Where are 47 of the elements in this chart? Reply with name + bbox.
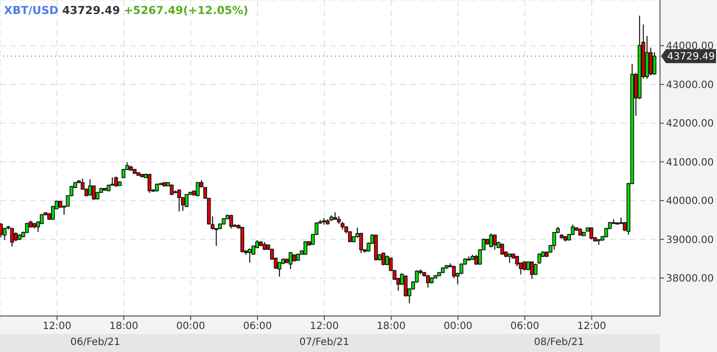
x-tick-label: 06:00 <box>243 321 272 332</box>
text: 06/Feb/21 <box>69 337 122 348</box>
chart-title: XBT/USD <box>4 4 58 17</box>
ref-line-label: 43729.49 <box>667 52 715 63</box>
x-tick-label: 12:00 <box>42 321 72 332</box>
x-tick-label: 00:00 <box>444 321 472 332</box>
x-tick-label: 12:00 <box>577 321 606 332</box>
candlestick <box>500 243 504 256</box>
candlestick <box>288 252 292 270</box>
candlestick <box>184 194 188 208</box>
candlestick <box>534 263 538 276</box>
x-tick-label: 18:00 <box>376 321 406 332</box>
candlestick <box>92 184 96 200</box>
candlestick <box>381 252 386 266</box>
y-tick-label: 43000.00 <box>666 80 714 91</box>
candlestick <box>10 227 14 248</box>
candlestick <box>148 173 152 194</box>
candlestick <box>489 232 493 248</box>
candlestick <box>2 227 7 241</box>
text: 07/Feb/21 <box>298 337 350 348</box>
x-tick-label: 06:00 <box>510 321 540 332</box>
y-tick-label: 40000.00 <box>666 196 714 208</box>
text: 08/Feb/21 <box>533 337 585 348</box>
candlestick <box>492 234 497 250</box>
candlestick <box>304 240 308 256</box>
candlestick <box>51 205 55 220</box>
candlestick <box>177 188 182 212</box>
candlestick <box>652 52 656 76</box>
x-tick-label: 18:00 <box>109 321 138 332</box>
candlestick <box>196 182 200 197</box>
candlestick <box>589 226 594 240</box>
candlestick <box>648 47 653 76</box>
chart-subtitle: 43729.49 +5267.49(+12.05%) <box>62 4 248 17</box>
y-tick-label: 42000.00 <box>666 118 714 130</box>
x-tick-label: 00:00 <box>176 321 206 332</box>
y-tick-label: 41000.00 <box>666 157 714 168</box>
x-tick-label: 12:00 <box>310 321 339 332</box>
candlestick <box>426 274 430 288</box>
candlestick <box>229 214 234 229</box>
candlestick <box>530 260 534 280</box>
candlestick <box>0 222 3 238</box>
candlestick <box>552 231 556 250</box>
candlestick <box>278 261 282 278</box>
y-tick-label: 39000.00 <box>666 234 714 246</box>
candlestick <box>88 178 92 196</box>
candlestick <box>248 248 252 263</box>
y-tick-label: 38000.00 <box>666 274 714 285</box>
